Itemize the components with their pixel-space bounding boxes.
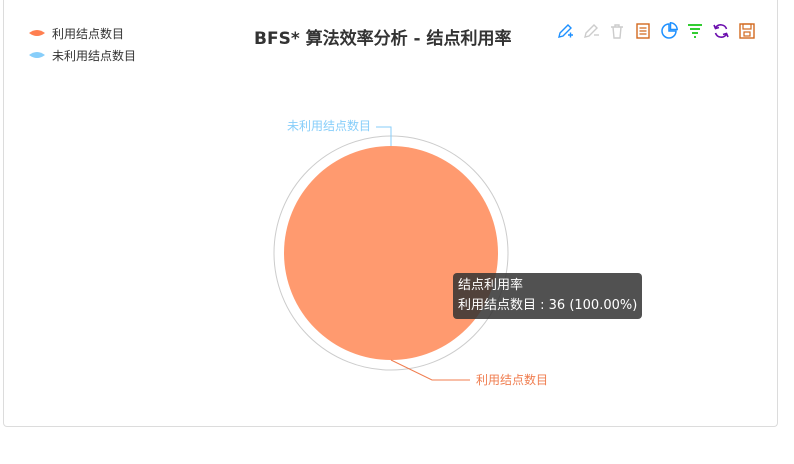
legend-item-unused[interactable]: 未利用结点数目 (28, 44, 136, 66)
pie-icon[interactable] (659, 21, 679, 41)
slice-label-unused: 未利用结点数目 (287, 118, 371, 133)
leader-line-used (390, 359, 470, 381)
mark-clear-icon[interactable] (607, 21, 627, 41)
legend-swatch-unused (28, 50, 46, 60)
data-view-icon[interactable] (633, 21, 653, 41)
mark-icon[interactable] (555, 21, 575, 41)
leader-line-unused (376, 126, 392, 146)
legend-label-used: 利用结点数目 (52, 26, 125, 41)
mark-undo-icon[interactable] (581, 21, 601, 41)
tooltip: 结点利用率 利用结点数目 : 36 (100.00%) (453, 273, 643, 319)
legend-label-unused: 未利用结点数目 (52, 48, 137, 63)
pie-slice-0[interactable] (284, 146, 498, 360)
legend-item-used[interactable]: 利用结点数目 (28, 22, 136, 44)
restore-icon[interactable] (711, 21, 731, 41)
save-image-icon[interactable] (737, 21, 757, 41)
chart-title: BFS* 算法效率分析 - 结点利用率 (254, 29, 512, 49)
funnel-icon[interactable] (685, 21, 705, 41)
slice-label-used: 利用结点数目 (476, 372, 548, 387)
legend: 利用结点数目 未利用结点数目 (28, 22, 136, 66)
toolbox (555, 21, 757, 41)
tooltip-series: 结点利用率 (458, 278, 524, 293)
legend-swatch-used (28, 28, 46, 38)
tooltip-line: 利用结点数目 : 36 (100.00%) (458, 298, 638, 313)
